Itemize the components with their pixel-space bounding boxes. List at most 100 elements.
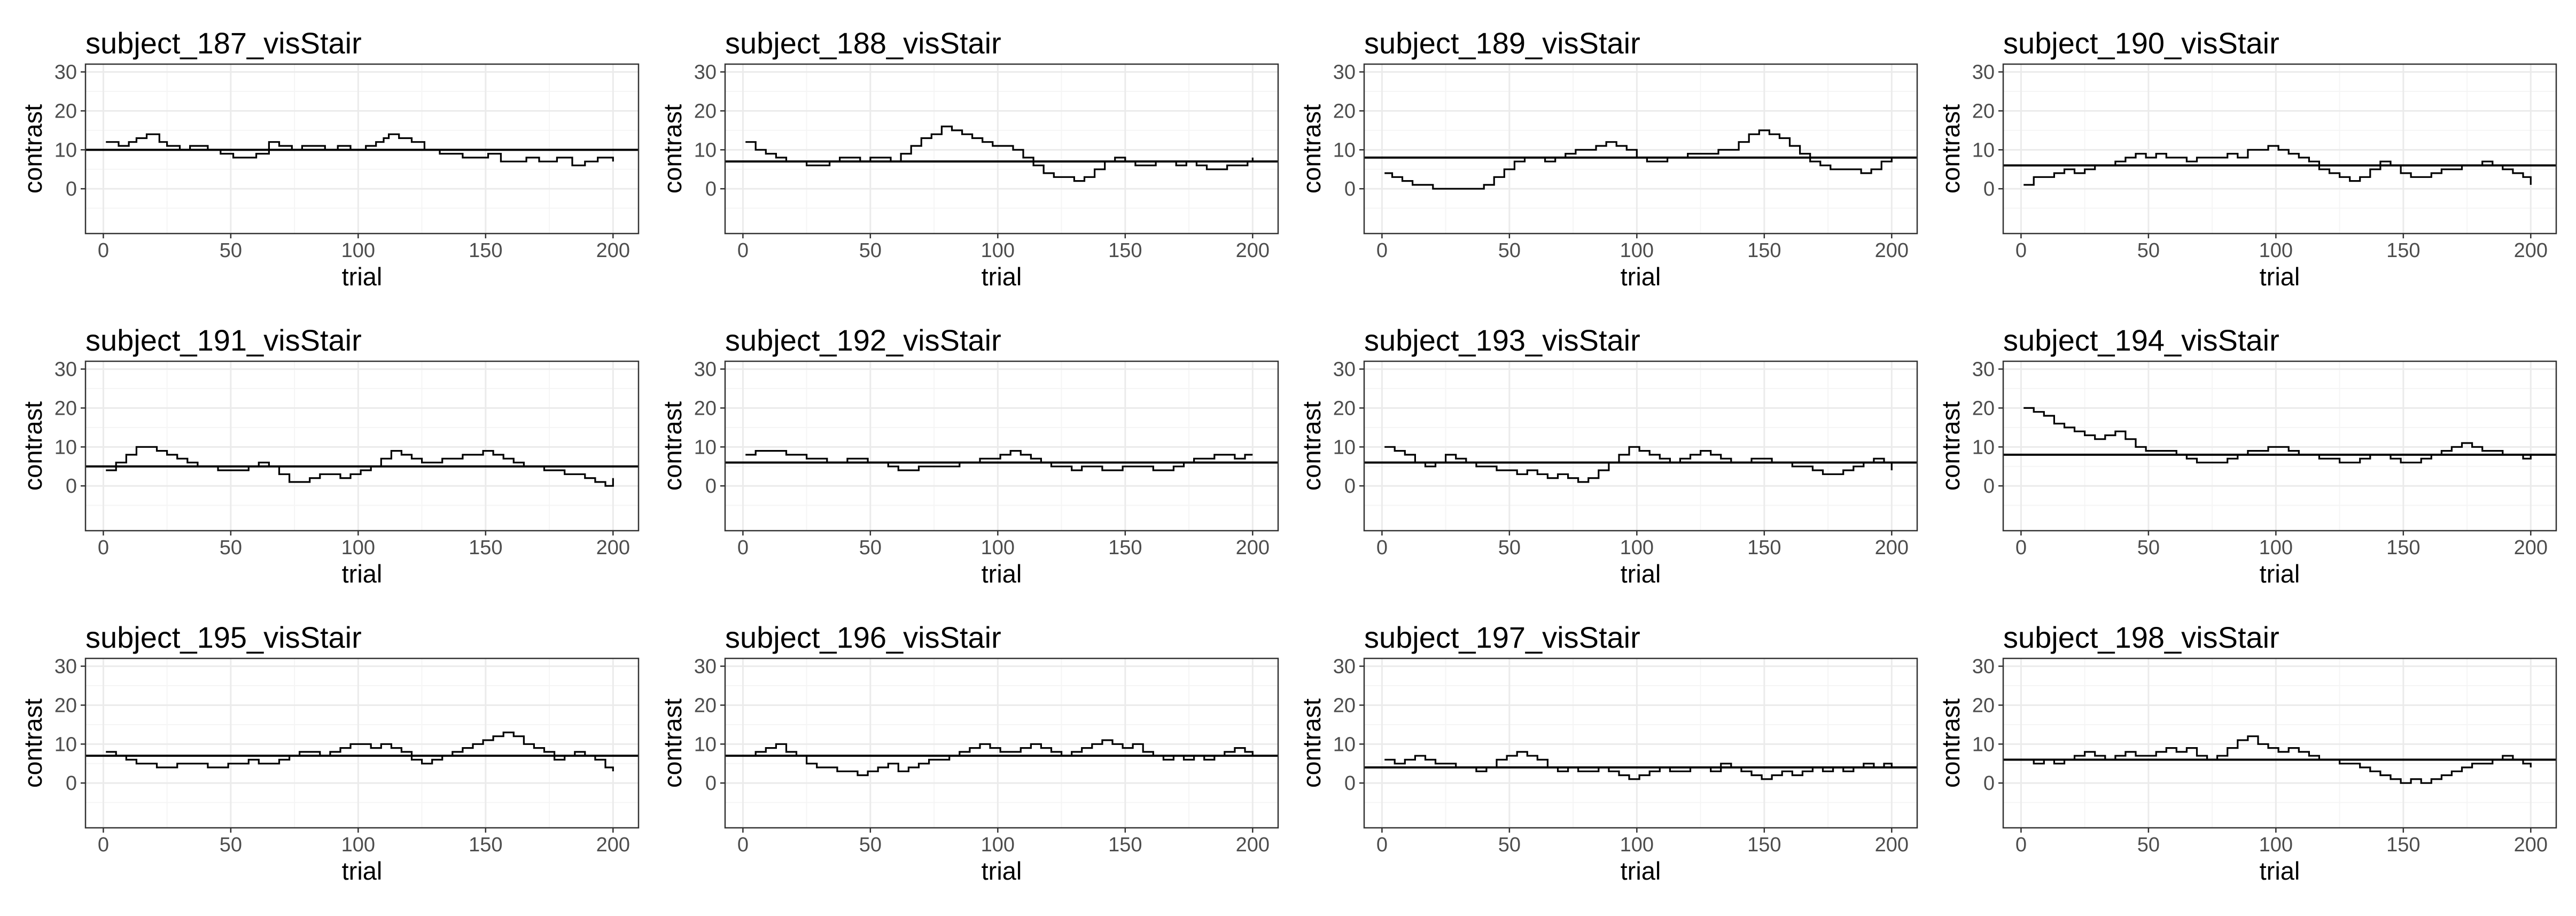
x-axis-title: trial: [342, 857, 383, 885]
facet-panel: 0 50 100 150 200 0 10 20 30 trial contrast subject_…: [658, 323, 1279, 588]
y-tick-label: 0: [1983, 772, 1995, 795]
y-axis-title: contrast: [1936, 401, 1965, 491]
x-tick-label: 100: [341, 239, 375, 262]
y-axis-title: contrast: [19, 104, 47, 193]
y-axis-title: contrast: [1936, 104, 1965, 193]
x-tick-label: 50: [859, 537, 882, 559]
facet-panel: 0 50 100 150 200 0 10 20 30 trial contrast subject_…: [1936, 620, 2557, 885]
x-tick-label: 100: [2259, 239, 2293, 262]
x-tick-label: 0: [1376, 239, 1388, 262]
panel-title: subject_196_visStair: [725, 620, 1001, 654]
x-tick-label: 150: [1108, 239, 1142, 262]
panel-background: [1364, 658, 1917, 828]
x-tick-label: 100: [1620, 537, 1654, 559]
y-tick-label: 0: [66, 772, 77, 795]
y-axis-title: contrast: [658, 698, 687, 788]
panel-border: [1363, 657, 1918, 829]
x-tick-label: 200: [1875, 834, 1909, 856]
y-tick-label: 10: [694, 139, 717, 161]
y-tick-label: 30: [694, 61, 717, 84]
x-axis-title: trial: [1621, 262, 1661, 291]
x-axis-title: trial: [342, 560, 383, 588]
panel-background: [2003, 658, 2556, 828]
panel-border: [84, 657, 640, 829]
x-tick-label: 50: [1498, 834, 1521, 856]
y-tick-label: 30: [55, 656, 77, 678]
y-tick-label: 10: [1333, 733, 1356, 756]
facet-panel: 0 50 100 150 200 0 10 20 30 trial contrast subject_…: [19, 323, 640, 588]
panel-background: [85, 361, 639, 531]
x-tick-label: 100: [1620, 239, 1654, 262]
y-tick-label: 0: [66, 178, 77, 200]
panel-title: subject_195_visStair: [85, 620, 362, 654]
y-tick-label: 30: [1972, 61, 1995, 84]
facet-panel: 0 50 100 150 200 0 10 20 30 trial contrast subject_…: [1297, 620, 1918, 885]
y-tick-label: 0: [705, 475, 717, 498]
facet-panel: 0 50 100 150 200 0 10 20 30 trial contrast subject_…: [1936, 323, 2557, 588]
x-tick-label: 150: [469, 239, 502, 262]
x-tick-label: 0: [98, 239, 109, 262]
panel-background: [1364, 361, 1917, 531]
y-tick-label: 10: [55, 436, 77, 459]
facet-panel: 0 50 100 150 200 0 10 20 30 trial contrast subject_…: [1297, 323, 1918, 588]
y-tick-label: 20: [694, 694, 717, 717]
x-tick-label: 50: [2137, 239, 2160, 262]
panel-border: [2002, 63, 2557, 235]
y-tick-label: 0: [66, 475, 77, 498]
y-tick-label: 0: [1983, 475, 1995, 498]
panel-border: [724, 360, 1279, 532]
y-axis-title: contrast: [658, 401, 687, 491]
x-tick-label: 150: [1747, 834, 1781, 856]
panel-background: [725, 64, 1278, 234]
panel-title: subject_192_visStair: [725, 323, 1001, 357]
x-tick-label: 0: [737, 834, 749, 856]
y-tick-label: 0: [1983, 178, 1995, 200]
y-tick-label: 20: [1972, 100, 1995, 122]
x-tick-label: 0: [737, 239, 749, 262]
staircase-line: [106, 133, 614, 167]
x-tick-label: 0: [737, 537, 749, 559]
panel-title: subject_194_visStair: [2003, 323, 2279, 357]
y-tick-label: 20: [55, 397, 77, 420]
y-axis-title: contrast: [1297, 401, 1326, 491]
x-tick-label: 100: [2259, 537, 2293, 559]
x-tick-label: 100: [981, 834, 1015, 856]
x-axis-title: trial: [2260, 560, 2300, 588]
x-tick-label: 0: [2015, 239, 2027, 262]
y-tick-label: 10: [694, 733, 717, 756]
x-tick-label: 50: [220, 834, 242, 856]
y-axis-title: contrast: [19, 698, 47, 788]
panel-title: subject_187_visStair: [85, 26, 362, 60]
y-tick-label: 20: [1972, 397, 1995, 420]
panel-border: [724, 63, 1279, 235]
x-tick-label: 150: [1108, 834, 1142, 856]
panel-border: [84, 63, 640, 235]
y-axis-title: contrast: [1936, 698, 1965, 788]
panel-border: [2002, 360, 2557, 532]
y-axis-title: contrast: [1297, 698, 1326, 788]
x-tick-label: 50: [1498, 239, 1521, 262]
y-tick-label: 0: [705, 772, 717, 795]
y-tick-label: 30: [1972, 656, 1995, 678]
x-tick-label: 200: [1875, 537, 1909, 559]
y-tick-label: 10: [1972, 436, 1995, 459]
x-tick-label: 50: [2137, 834, 2160, 856]
y-tick-label: 10: [55, 139, 77, 161]
x-tick-label: 150: [469, 834, 502, 856]
x-tick-label: 100: [1620, 834, 1654, 856]
x-tick-label: 0: [2015, 537, 2027, 559]
x-tick-label: 200: [1875, 239, 1909, 262]
y-axis-title: contrast: [1297, 104, 1326, 193]
y-tick-label: 20: [55, 100, 77, 122]
x-tick-label: 150: [2386, 834, 2420, 856]
panel-title: subject_191_visStair: [85, 323, 362, 357]
y-tick-label: 30: [694, 656, 717, 678]
x-tick-label: 200: [2514, 834, 2548, 856]
x-axis-title: trial: [982, 262, 1022, 291]
y-axis-title: contrast: [19, 401, 47, 491]
x-axis-title: trial: [982, 560, 1022, 588]
x-tick-label: 150: [1747, 537, 1781, 559]
y-tick-label: 10: [694, 436, 717, 459]
y-tick-label: 10: [1972, 733, 1995, 756]
